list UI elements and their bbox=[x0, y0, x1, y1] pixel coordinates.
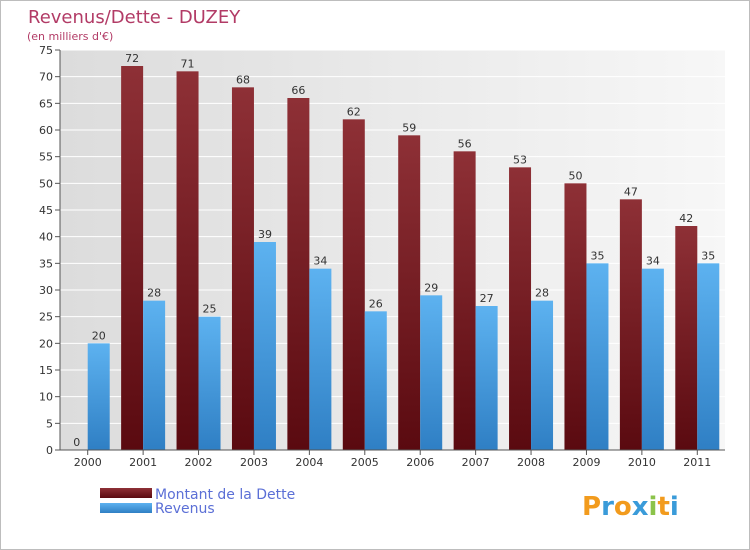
x-tick-label: 2005 bbox=[351, 456, 379, 469]
bar-revenue bbox=[531, 300, 554, 450]
y-tick-label: 10 bbox=[39, 391, 53, 404]
bar-debt bbox=[231, 87, 254, 450]
x-tick-label: 2004 bbox=[295, 456, 323, 469]
y-tick-label: 70 bbox=[39, 71, 53, 84]
logo-letter: r bbox=[601, 492, 614, 522]
logo-letter: x bbox=[632, 492, 649, 522]
value-label-revenue: 39 bbox=[258, 228, 272, 241]
logo-letter: P bbox=[582, 492, 601, 522]
x-tick-label: 2002 bbox=[185, 456, 213, 469]
value-label-revenue: 28 bbox=[535, 287, 549, 300]
chart-title: Revenus/Dette - DUZEY bbox=[28, 7, 241, 28]
legend-label-revenue: Revenus bbox=[155, 501, 215, 517]
x-tick-label: 2006 bbox=[406, 456, 434, 469]
value-label-revenue: 35 bbox=[701, 249, 715, 262]
legend-label-debt: Montant de la Dette bbox=[155, 487, 295, 503]
x-tick-label: 2011 bbox=[683, 456, 711, 469]
value-label-debt: 71 bbox=[181, 57, 195, 70]
legend-swatch-revenue bbox=[100, 503, 152, 513]
bar-debt bbox=[176, 71, 199, 450]
x-tick-label: 2010 bbox=[628, 456, 656, 469]
bar-revenue bbox=[364, 311, 387, 450]
value-label-debt: 50 bbox=[568, 169, 582, 182]
value-label-revenue: 25 bbox=[203, 303, 217, 316]
bar-revenue bbox=[697, 263, 720, 450]
bar-debt bbox=[453, 151, 476, 451]
value-label-debt: 0 bbox=[73, 436, 80, 449]
bar-debt bbox=[342, 119, 365, 450]
y-tick-label: 20 bbox=[39, 337, 53, 350]
value-label-revenue: 34 bbox=[313, 255, 327, 268]
value-label-debt: 53 bbox=[513, 153, 527, 166]
x-tick-label: 2003 bbox=[240, 456, 268, 469]
logo-letter: i bbox=[670, 492, 679, 522]
y-tick-label: 65 bbox=[39, 97, 53, 110]
bar-debt bbox=[564, 183, 587, 451]
value-label-revenue: 28 bbox=[147, 287, 161, 300]
value-label-revenue: 26 bbox=[369, 297, 383, 310]
y-tick-label: 45 bbox=[39, 204, 53, 217]
y-tick-label: 60 bbox=[39, 124, 53, 137]
legend: Montant de la Dette Revenus bbox=[100, 487, 295, 517]
bar-debt bbox=[121, 66, 144, 450]
value-label-debt: 62 bbox=[347, 105, 361, 118]
value-label-debt: 72 bbox=[125, 52, 139, 65]
bar-revenue bbox=[641, 268, 664, 450]
bar-debt bbox=[619, 199, 642, 450]
bars bbox=[87, 66, 720, 451]
value-label-revenue: 34 bbox=[646, 255, 660, 268]
plot-area bbox=[60, 50, 725, 450]
bar-revenue bbox=[309, 268, 332, 450]
value-label-debt: 56 bbox=[458, 137, 472, 150]
y-tick-label: 15 bbox=[39, 364, 53, 377]
x-tick-label: 2009 bbox=[572, 456, 600, 469]
bar-revenue bbox=[253, 242, 276, 450]
value-labels: 0 20 72 28 71 25 68 39 66 34 62 26 59 29 56 27 53 28 50 35 4… bbox=[73, 52, 715, 449]
y-tick-label: 55 bbox=[39, 151, 53, 164]
value-label-debt: 47 bbox=[624, 185, 638, 198]
logo-text: Proxiti bbox=[582, 492, 679, 522]
proxiti-logo: Proxiti bbox=[582, 492, 679, 522]
bar-revenue bbox=[143, 300, 166, 450]
bar-revenue bbox=[586, 263, 609, 450]
value-label-debt: 42 bbox=[679, 212, 693, 225]
y-tick-label: 30 bbox=[39, 284, 53, 297]
value-label-revenue: 20 bbox=[92, 329, 106, 342]
value-label-revenue: 27 bbox=[480, 292, 494, 305]
x-tick-label: 2008 bbox=[517, 456, 545, 469]
value-label-debt: 68 bbox=[236, 73, 250, 86]
bar-debt bbox=[398, 135, 421, 451]
x-axis: 2000 2001 2002 2003 2004 2005 2006 2007 2008 2009… bbox=[55, 449, 725, 469]
bar-debt bbox=[509, 167, 532, 451]
value-label-revenue: 29 bbox=[424, 281, 438, 294]
bar-revenue bbox=[87, 343, 110, 450]
y-axis: 0 5 10 15 20 25 30 35 40 45 50 55 60 65 70 75 bbox=[39, 44, 61, 457]
value-label-revenue: 35 bbox=[590, 249, 604, 262]
bar-revenue bbox=[475, 306, 498, 450]
bar-debt bbox=[287, 98, 310, 450]
y-tick-label: 35 bbox=[39, 257, 53, 270]
bar-revenue bbox=[198, 316, 221, 450]
y-tick-label: 75 bbox=[39, 44, 53, 57]
y-tick-label: 40 bbox=[39, 231, 53, 244]
legend-swatch-debt bbox=[100, 488, 152, 498]
value-label-debt: 66 bbox=[291, 84, 305, 97]
y-tick-label: 50 bbox=[39, 177, 53, 190]
logo-letter: i bbox=[649, 492, 658, 522]
grid-lines bbox=[60, 49, 725, 424]
value-label-debt: 59 bbox=[402, 121, 416, 134]
logo-letter: t bbox=[657, 492, 669, 522]
y-tick-label: 25 bbox=[39, 311, 53, 324]
y-tick-label: 0 bbox=[46, 444, 53, 457]
bar-debt bbox=[675, 226, 698, 450]
y-tick-label: 5 bbox=[46, 417, 53, 430]
x-tick-label: 2001 bbox=[129, 456, 157, 469]
x-tick-label: 2007 bbox=[462, 456, 490, 469]
chart-subtitle: (en milliers d'€) bbox=[27, 30, 113, 43]
bar-revenue bbox=[420, 295, 443, 450]
x-tick-label: 2000 bbox=[74, 456, 102, 469]
logo-letter: o bbox=[614, 492, 632, 522]
